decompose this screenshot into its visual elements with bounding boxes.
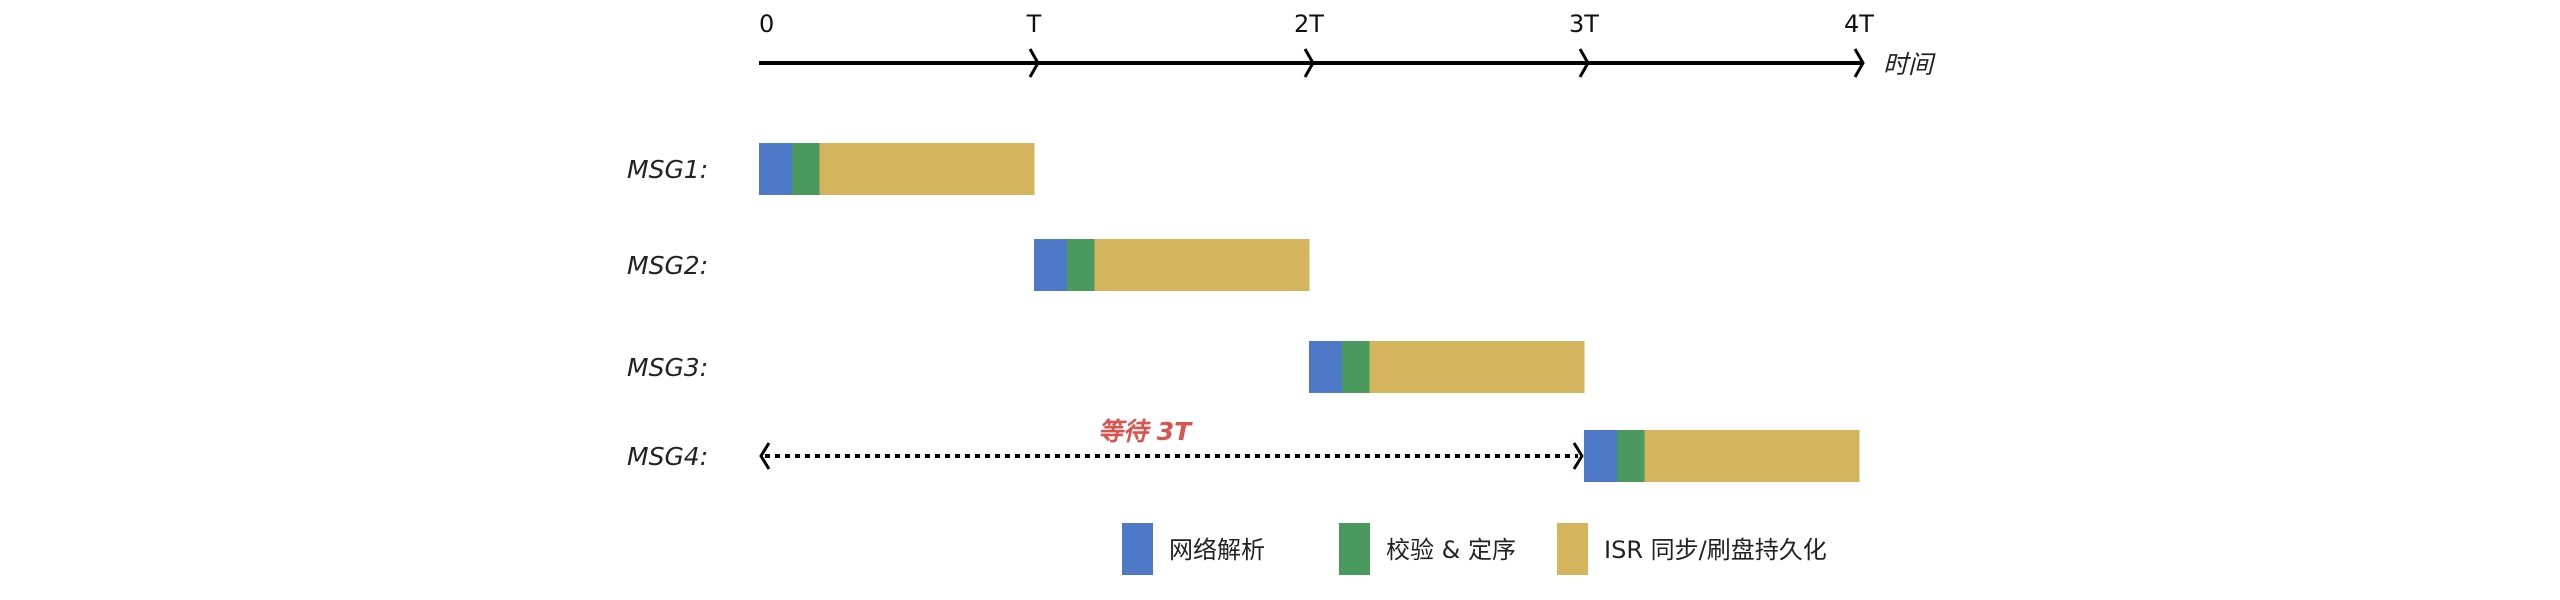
axis-tick-label: 4T: [1844, 10, 1874, 38]
legend-swatch: [1339, 523, 1370, 575]
arrow-chevron-icon: [1028, 48, 1040, 78]
phase-segment-3: [1094, 239, 1310, 291]
axis-tick-label: 0: [759, 10, 774, 38]
axis-tick-label: 2T: [1294, 10, 1324, 38]
legend-label: 网络解析: [1169, 536, 1265, 564]
phase-segment-2: [1342, 341, 1370, 393]
arrow-chevron-icon: [1578, 48, 1590, 78]
legend-swatch: [1122, 523, 1153, 575]
phase-segment-3: [1644, 430, 1860, 482]
wait-label: 等待 3T: [1098, 417, 1193, 446]
arrow-chevron-icon: [1853, 48, 1865, 78]
phase-segment-1: [1034, 239, 1068, 291]
message-rows: MSG1: MSG2: MSG3: MSG4:: [627, 143, 1860, 482]
arrow-left-icon: [759, 442, 771, 470]
time-axis: 0 T 2T 3T 4T 时间: [759, 10, 1936, 79]
phase-segment-2: [1067, 239, 1095, 291]
legend-item: ISR 同步/刷盘持久化: [1557, 523, 1827, 575]
message-label: MSG3:: [627, 353, 708, 382]
legend-swatch: [1557, 523, 1588, 575]
message-row: MSG4:: [627, 430, 1860, 482]
message-label: MSG4:: [627, 442, 708, 471]
phase-segment-1: [1309, 341, 1343, 393]
message-row: MSG3:: [627, 341, 1585, 393]
arrow-chevron-icon: [1303, 48, 1315, 78]
wait-annotation: 等待 3T: [759, 417, 1584, 470]
axis-tick-label: 3T: [1569, 10, 1599, 38]
legend-label: ISR 同步/刷盘持久化: [1604, 536, 1827, 564]
phase-segment-3: [1369, 341, 1585, 393]
axis-tick-label: T: [1026, 10, 1042, 38]
legend-item: 网络解析: [1122, 523, 1265, 575]
message-label: MSG2:: [627, 251, 708, 280]
legend-item: 校验 & 定序: [1339, 523, 1516, 575]
message-label: MSG1:: [627, 155, 708, 184]
legend-label: 校验 & 定序: [1386, 536, 1516, 564]
phase-segment-2: [1617, 430, 1645, 482]
phase-segment-3: [819, 143, 1035, 195]
arrow-right-icon: [1572, 442, 1584, 470]
phase-segment-1: [759, 143, 793, 195]
phase-segment-2: [792, 143, 820, 195]
axis-label: 时间: [1883, 50, 1936, 79]
phase-segment-1: [1584, 430, 1618, 482]
message-row: MSG2:: [627, 239, 1310, 291]
message-row: MSG1:: [627, 143, 1035, 195]
legend: 网络解析 校验 & 定序 ISR 同步/刷盘持久化: [1122, 523, 1827, 575]
